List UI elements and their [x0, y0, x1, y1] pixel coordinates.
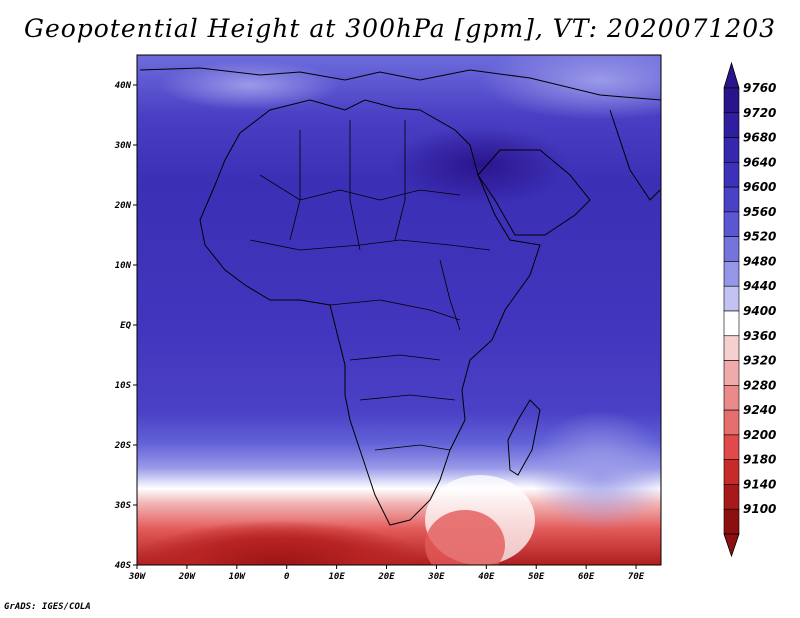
colorbar-label: 9520: [743, 230, 776, 244]
colorbar-label: 9720: [743, 106, 776, 120]
colorbar-label: 9240: [743, 403, 776, 417]
lat-tick-label: 30S: [114, 501, 132, 511]
colorbar-bottom-arrow: [723, 533, 740, 558]
colorbar-label: 9320: [743, 354, 776, 368]
colorbar-label: 9480: [743, 254, 776, 268]
lon-tick-label: 20W: [178, 572, 197, 582]
colorbar-segment: [723, 385, 740, 411]
grads-credit: GrADS: IGES/COLA: [4, 602, 91, 612]
colorbar-label: 9600: [743, 180, 776, 194]
colorbar-label: 9640: [743, 155, 776, 169]
colorbar-segment: [723, 409, 740, 436]
colorbar-segment: [723, 459, 740, 485]
colorbar-segment: [723, 236, 740, 262]
colorbar-segment: [723, 162, 740, 188]
lon-tick-label: 70E: [628, 572, 645, 582]
madagascar-coastline: [507, 399, 541, 476]
colorbar-segment: [723, 261, 740, 287]
lat-axis: 40N 30N 20N 10N EQ 10S 20S 30S 40S: [114, 81, 137, 571]
colorbar-label: 9680: [743, 131, 776, 145]
colorbar-segment: [723, 360, 740, 386]
colorbar-label: 9400: [743, 304, 776, 318]
colorbar-segment: [723, 285, 740, 312]
lat-tick-label: 10N: [115, 261, 132, 271]
colorbar-label: 9440: [743, 279, 776, 293]
lon-tick-label: 40E: [478, 572, 495, 582]
arabia-coastline: [477, 149, 591, 236]
colorbar-label: 9140: [743, 477, 776, 491]
lon-tick-label: 10E: [328, 572, 345, 582]
colorbar-segment: [723, 211, 740, 237]
lon-tick-label: 30E: [427, 572, 445, 582]
lat-tick-label: 10S: [115, 381, 132, 391]
colorbar-segment: [723, 310, 740, 337]
colorbar-segment: [723, 87, 740, 114]
lat-tick-label: 40S: [115, 561, 132, 571]
colorbar-segment: [723, 508, 740, 535]
lat-tick-label: 40N: [115, 81, 132, 91]
lat-tick-label: 30N: [114, 141, 132, 151]
lat-tick-label: 20N: [114, 201, 132, 211]
lon-tick-label: 60E: [578, 572, 595, 582]
colorbar-label: 9100: [743, 502, 776, 516]
country-borders: [249, 120, 491, 451]
lon-tick-label: 10W: [229, 572, 247, 582]
lon-axis: 30W 20W 10W 0 10E 20E 30E 40E 50E 60E 70E: [128, 565, 645, 582]
lon-tick-label: 20E: [377, 572, 395, 582]
colorbar-segment: [723, 186, 740, 213]
colorbar-segment: [723, 434, 740, 460]
india-coastline: [609, 109, 661, 201]
lat-tick-label: 20S: [114, 441, 132, 451]
colorbar-segment: [723, 335, 740, 361]
colorbar-label: 9280: [743, 378, 776, 392]
colorbar-label: 9560: [743, 205, 776, 219]
africa-coastline: [199, 99, 541, 526]
colorbar-label: 9360: [743, 329, 776, 343]
colorbar: 9760 9720 9680 9640 9600 9560 9520 9480 9440 9400…: [723, 61, 776, 558]
europe-coastline: [139, 67, 661, 101]
colorbar-label: 9180: [743, 453, 776, 467]
lon-tick-label: 0: [284, 572, 290, 582]
colorbar-label: 9200: [743, 428, 776, 442]
lat-tick-label: EQ: [120, 321, 131, 331]
lon-tick-label: 30W: [128, 572, 147, 582]
colorbar-segment: [723, 137, 740, 163]
map-title: Geopotential Height at 300hPa [gpm], VT:…: [23, 14, 777, 43]
plot-frame: [136, 54, 662, 566]
colorbar-label: 9760: [743, 81, 776, 95]
colorbar-segment: [723, 112, 740, 138]
lon-tick-label: 50E: [528, 572, 545, 582]
coastlines: [139, 67, 661, 526]
colorbar-top-arrow: [723, 61, 740, 89]
colorbar-segment: [723, 484, 740, 510]
height-field: [137, 55, 661, 565]
